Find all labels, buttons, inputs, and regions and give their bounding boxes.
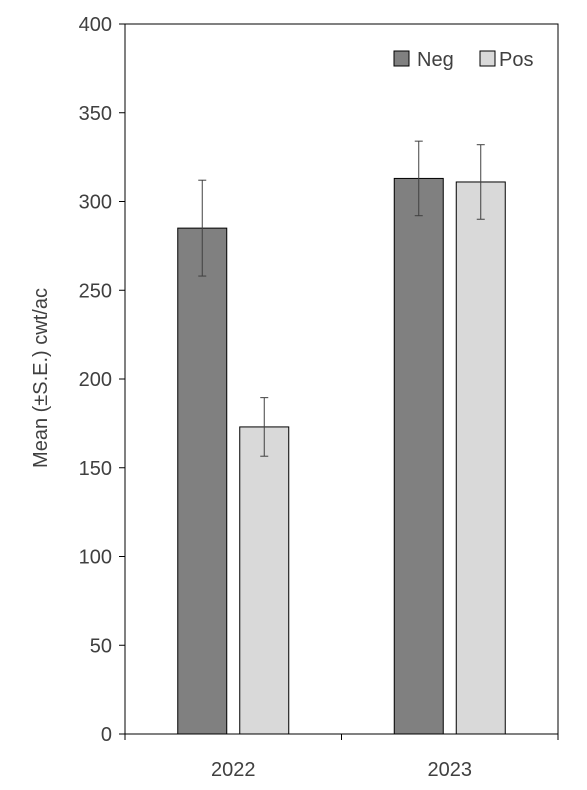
bar [239, 426, 290, 735]
bar [455, 181, 506, 735]
bars-group [177, 177, 506, 735]
legend-swatch [393, 50, 410, 67]
legend-label: Pos [499, 49, 533, 71]
y-tick-label: 350 [79, 103, 112, 125]
y-tick-label: 300 [79, 192, 112, 214]
y-tick-label: 50 [90, 635, 112, 657]
y-tick-label: 400 [79, 14, 112, 36]
y-tick-label: 250 [79, 280, 112, 302]
y-axis: 0 50 100 150 200 250 300 350 400 [79, 14, 125, 746]
y-tick-label: 150 [79, 458, 112, 480]
legend-label: Neg [417, 49, 454, 71]
legend-swatch [479, 50, 496, 67]
legend: Neg Pos [393, 49, 533, 71]
y-tick-label: 100 [79, 547, 112, 569]
x-axis: 2022 2023 [124, 734, 559, 781]
y-tick-label: 0 [101, 724, 112, 746]
bar [177, 227, 228, 735]
x-tick-label: 2022 [211, 759, 256, 781]
y-axis-title: Mean (±S.E.) cwt/ac [30, 288, 52, 468]
x-tick-label: 2023 [428, 759, 473, 781]
y-tick-label: 200 [79, 369, 112, 391]
bar [393, 177, 444, 735]
error-bars-group [198, 140, 485, 457]
